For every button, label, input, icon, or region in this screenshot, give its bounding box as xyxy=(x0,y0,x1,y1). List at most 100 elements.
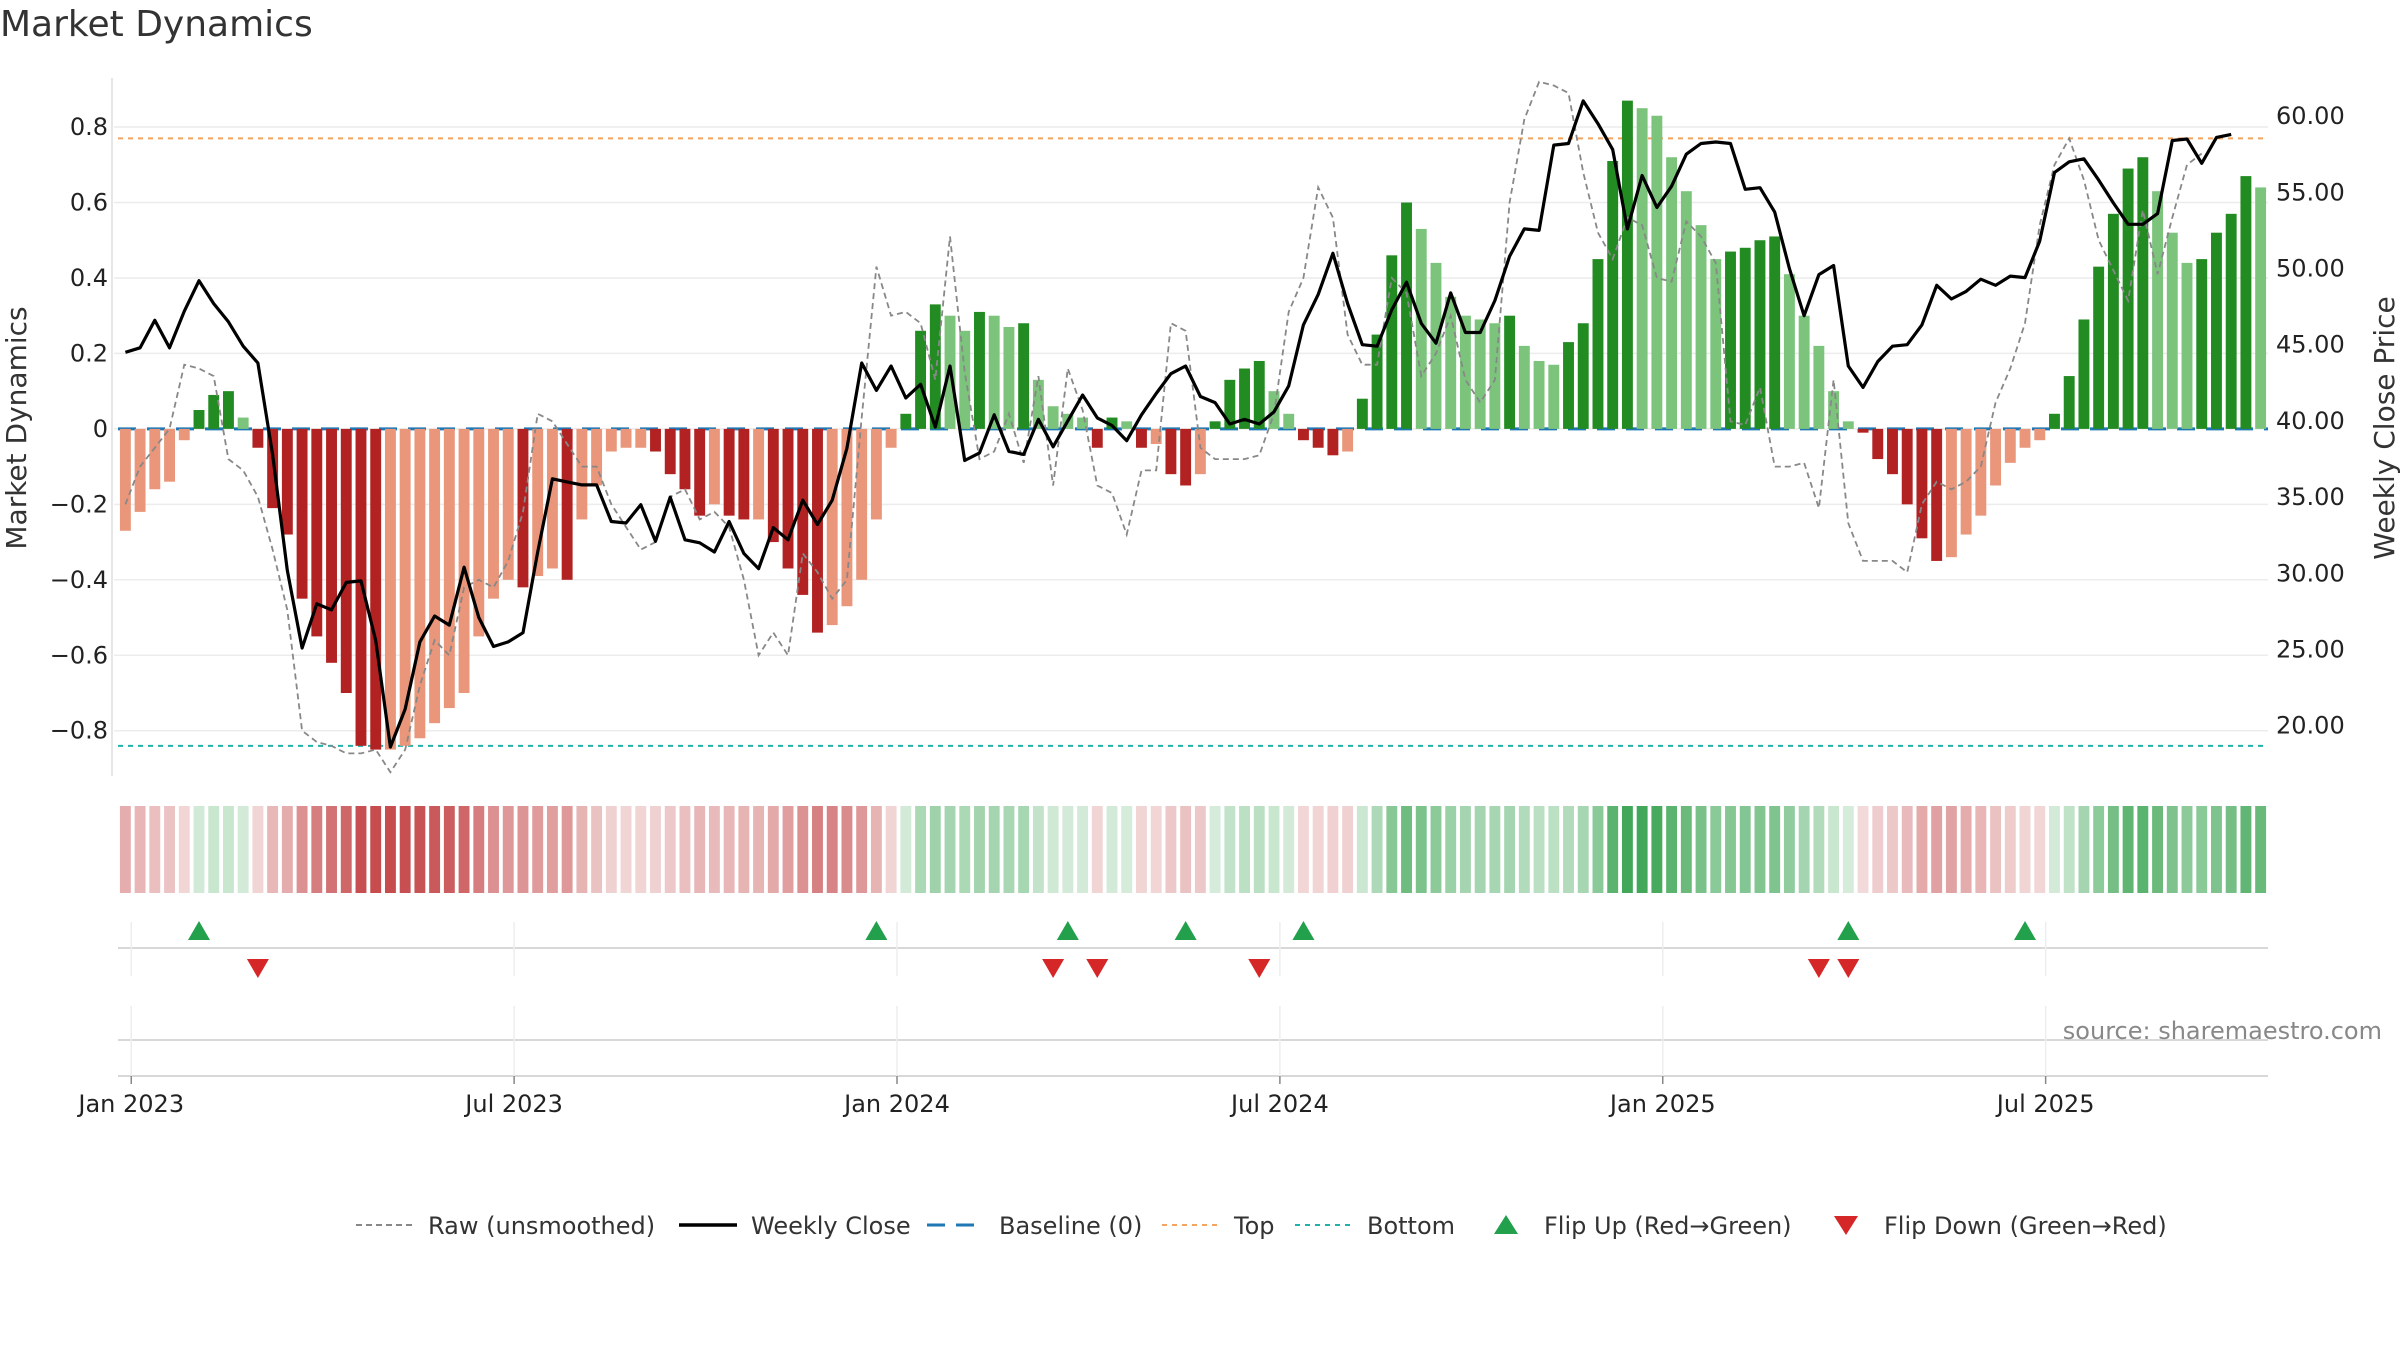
md-bar xyxy=(738,428,750,520)
md-bar xyxy=(708,428,720,505)
md-bar xyxy=(1960,428,1972,535)
regime-cell xyxy=(149,806,161,893)
md-bar xyxy=(576,428,588,520)
regime-cell xyxy=(885,806,897,893)
flip-up-marker xyxy=(1174,921,1197,940)
md-bar xyxy=(1828,391,1840,429)
regime-cell xyxy=(1077,806,1089,893)
regime-cell xyxy=(576,806,588,893)
legend-swatch xyxy=(1494,1215,1518,1234)
x-tick-label: Jul 2024 xyxy=(1229,1090,1329,1118)
flip-down-marker xyxy=(1042,959,1065,978)
regime-cell xyxy=(1356,806,1368,893)
right-tick-label: 45.00 xyxy=(2276,331,2345,359)
regime-cell xyxy=(1224,806,1236,893)
left-tick-label: 0.8 xyxy=(70,113,108,141)
regime-cell xyxy=(650,806,661,893)
legend-label: Flip Up (Red→Green) xyxy=(1544,1212,1792,1240)
md-bar xyxy=(1798,315,1810,429)
left-tick-label: 0.6 xyxy=(70,189,108,217)
md-bar xyxy=(1857,428,1869,433)
regime-cell xyxy=(119,806,131,893)
regime-cell xyxy=(2063,806,2075,893)
md-bar xyxy=(1415,228,1427,429)
regime-cell xyxy=(546,806,558,893)
md-bar xyxy=(546,428,558,569)
regime-cell xyxy=(1754,806,1766,893)
md-bar xyxy=(2225,213,2237,429)
left-axis-label: Market Dynamics xyxy=(0,306,33,549)
market-dynamics-bars xyxy=(119,100,2267,750)
regime-cell xyxy=(1887,806,1898,893)
flip-down-marker xyxy=(246,959,269,978)
md-bar xyxy=(532,428,544,577)
x-tick-label: Jan 2024 xyxy=(842,1090,950,1118)
md-bar xyxy=(988,315,1000,429)
regime-cell xyxy=(974,806,985,893)
md-bar xyxy=(1842,421,1854,429)
regime-cell xyxy=(1371,806,1383,893)
right-y-axis: 60.00 55.00 50.00 45.00 40.00 35.00 30.00 25.00… xyxy=(2276,102,2345,740)
regime-cell xyxy=(1636,806,1648,893)
regime-cell xyxy=(1990,806,2002,893)
md-bar xyxy=(841,428,853,607)
regime-cell xyxy=(870,806,882,893)
x-tick-label: Jan 2023 xyxy=(76,1090,184,1118)
regime-cell xyxy=(812,806,823,893)
regime-cell xyxy=(605,806,617,893)
legend-label: Flip Down (Green→Red) xyxy=(1884,1212,2167,1240)
regime-cell xyxy=(2093,806,2105,893)
md-bar xyxy=(1666,157,1678,429)
flip-down-marker xyxy=(1248,959,1271,978)
md-bar xyxy=(650,428,661,452)
md-bar xyxy=(2255,187,2267,429)
regime-cell xyxy=(1651,806,1663,893)
regime-cell xyxy=(856,806,868,893)
regime-cell xyxy=(458,806,470,893)
regime-cell xyxy=(326,806,337,893)
md-bar xyxy=(1504,315,1516,429)
regime-cell xyxy=(222,806,234,893)
md-bar xyxy=(1312,428,1324,448)
regime-cell xyxy=(1783,806,1795,893)
regime-cell xyxy=(635,806,647,893)
regime-cell xyxy=(561,806,573,893)
regime-cell xyxy=(311,806,323,893)
regime-cell xyxy=(1489,806,1501,893)
regime-cell xyxy=(988,806,1000,893)
regime-cell xyxy=(1975,806,1987,893)
regime-cell xyxy=(237,806,249,893)
md-bar xyxy=(1209,421,1221,429)
md-bar xyxy=(1621,100,1633,429)
regime-cell xyxy=(1813,806,1825,893)
md-bar xyxy=(2240,176,2252,429)
regime-cell xyxy=(443,806,455,893)
chart-title: Market Dynamics xyxy=(0,4,313,45)
md-bar xyxy=(1533,360,1545,429)
regime-cell xyxy=(738,806,750,893)
legend-label: Top xyxy=(1233,1212,1275,1240)
md-bar xyxy=(1901,428,1913,505)
md-bar xyxy=(296,428,308,599)
regime-cell xyxy=(1150,806,1162,893)
regime-cell xyxy=(1165,806,1177,893)
flip-markers-panel xyxy=(118,921,2268,1077)
md-bar xyxy=(2196,259,2208,429)
flip-up-marker xyxy=(2014,921,2037,940)
regime-cell xyxy=(1018,806,1030,893)
regime-cell xyxy=(959,806,971,893)
md-bar xyxy=(1725,251,1736,429)
md-bar xyxy=(2019,428,2031,448)
regime-cell xyxy=(2181,806,2193,893)
source-label: source: sharemaestro.com xyxy=(2063,1017,2382,1045)
md-bar xyxy=(2137,157,2149,429)
md-bar xyxy=(1872,428,1884,460)
regime-cell xyxy=(1518,806,1530,893)
md-bar xyxy=(488,428,499,599)
md-bar xyxy=(1651,115,1663,429)
md-bar xyxy=(1150,428,1162,444)
md-bar xyxy=(2034,428,2046,441)
regime-cell xyxy=(1032,806,1044,893)
regime-cell xyxy=(1607,806,1619,893)
